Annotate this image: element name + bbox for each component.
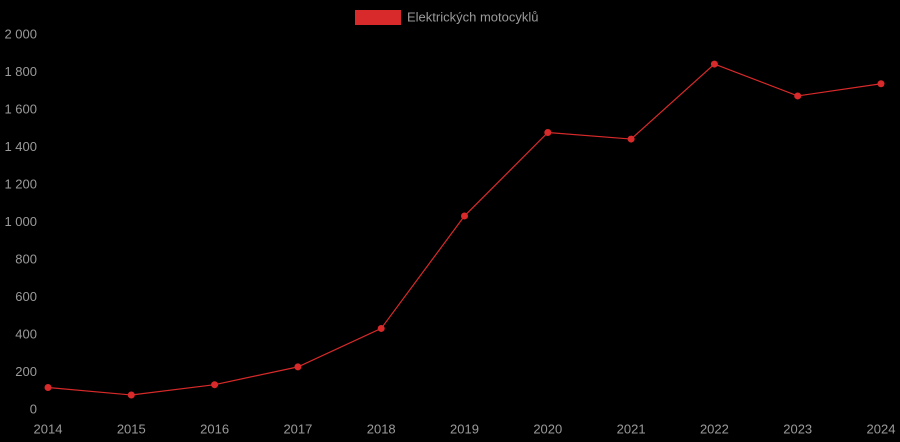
y-tick-label: 1 400 xyxy=(4,139,37,154)
data-point xyxy=(627,135,635,143)
y-tick-label: 1 200 xyxy=(4,176,37,191)
x-tick-label: 2017 xyxy=(283,421,312,436)
y-tick-label: 200 xyxy=(15,364,37,379)
data-point xyxy=(461,212,468,220)
y-tick-label: 800 xyxy=(15,251,37,266)
data-point xyxy=(710,60,718,68)
x-tick-label: 2016 xyxy=(200,421,229,436)
x-tick-label: 2019 xyxy=(450,421,479,436)
y-tick-label: 2 000 xyxy=(4,26,37,41)
x-tick-label: 2022 xyxy=(700,421,729,436)
y-tick-label: 600 xyxy=(15,289,37,304)
x-tick-label: 2014 xyxy=(34,421,63,436)
x-tick-label: 2024 xyxy=(867,421,896,436)
legend-label: Elektrických motocyklů xyxy=(407,9,538,24)
y-tick-label: 0 xyxy=(30,401,37,416)
data-point xyxy=(877,80,885,88)
data-point xyxy=(544,129,552,136)
data-point xyxy=(794,92,802,100)
data-point xyxy=(377,324,385,332)
y-tick-label: 1 800 xyxy=(4,64,37,79)
y-tick-label: 400 xyxy=(15,326,37,341)
x-tick-label: 2018 xyxy=(367,421,396,436)
y-tick-label: 1 000 xyxy=(4,214,37,229)
x-tick-label: 2015 xyxy=(117,421,146,436)
x-tick-label: 2020 xyxy=(533,421,562,436)
data-point xyxy=(127,391,135,399)
y-tick-label: 1 600 xyxy=(4,101,37,116)
x-tick-label: 2023 xyxy=(783,421,812,436)
legend-swatch xyxy=(355,10,401,25)
data-point xyxy=(211,381,219,389)
series-line xyxy=(47,63,882,396)
data-point xyxy=(294,363,302,371)
data-point xyxy=(44,384,52,391)
x-tick-label: 2021 xyxy=(617,421,646,436)
